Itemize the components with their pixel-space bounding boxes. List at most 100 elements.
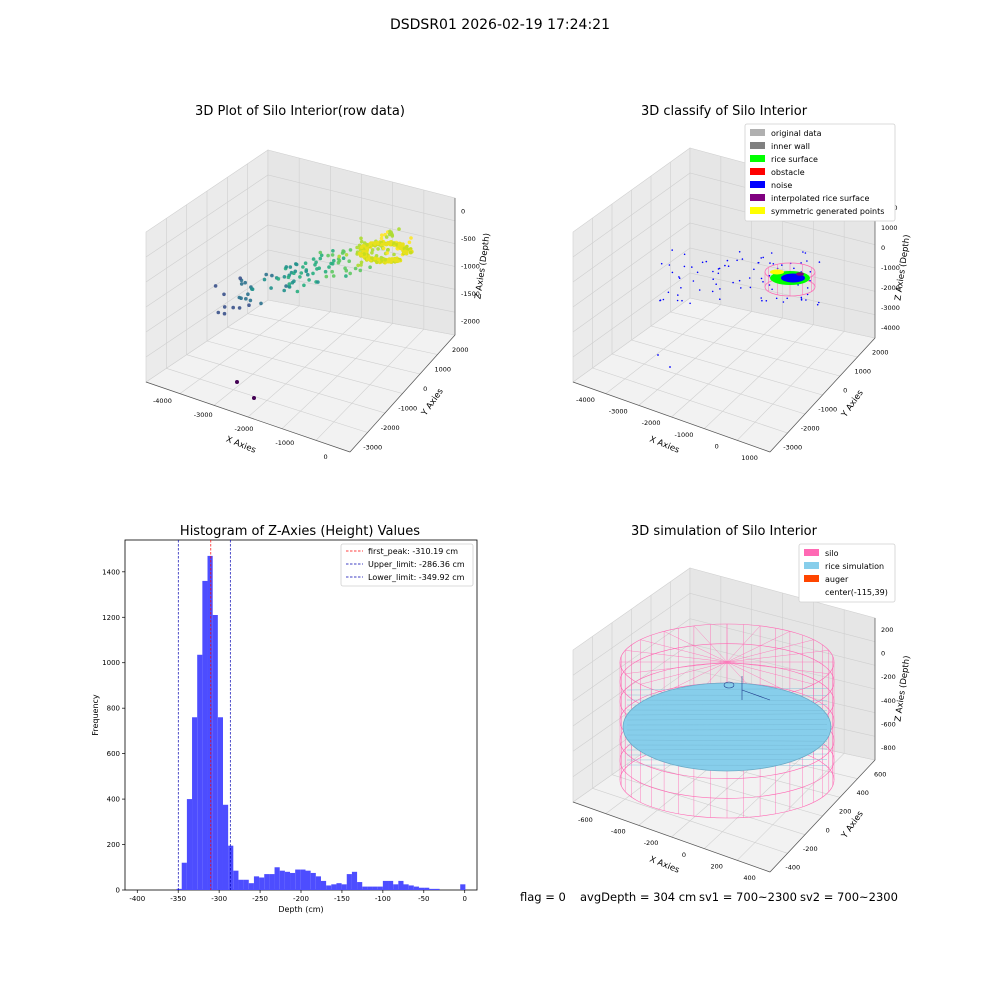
plot1-point — [365, 246, 369, 251]
plot2-noise-point — [769, 262, 771, 264]
plot2-z-tick-label: -2000 — [881, 284, 900, 292]
plot1-point — [286, 275, 291, 280]
plot1-point — [246, 292, 250, 297]
histogram-bar — [393, 884, 399, 890]
plot1-x-axis-line — [145, 381, 351, 453]
plot1-point — [365, 257, 370, 261]
plot2-noise-point — [772, 263, 775, 265]
plot4-x-tick-label: -400 — [611, 828, 626, 836]
plot2-noise-point — [717, 268, 720, 270]
status-avg-depth: avgDepth = 304 cm — [580, 890, 697, 904]
plot2-noise-point — [662, 298, 665, 301]
plot4-y-tick-label: -200 — [803, 845, 818, 853]
plot4-z-tick-label: -400 — [881, 697, 896, 705]
plot4-x-axis-label: X Axies — [648, 855, 681, 876]
histogram-bar — [434, 888, 440, 890]
plot2-noise-point — [800, 296, 803, 299]
plot1-point — [368, 265, 372, 270]
histogram-bar — [264, 874, 270, 890]
plot1-point — [373, 256, 377, 261]
plot2-noise-cluster — [781, 273, 805, 283]
plot1-point — [386, 247, 390, 252]
plot1-grid — [315, 328, 425, 441]
plot4-title: 3D simulation of Silo Interior — [631, 524, 817, 539]
plot1-point — [282, 288, 287, 293]
status-sv2: sv2 = 700~2300 — [800, 890, 898, 904]
histogram-bar — [181, 862, 187, 890]
plot1-point — [331, 274, 336, 278]
histogram-bar — [202, 580, 208, 890]
histogram-bar — [192, 717, 198, 890]
plot1-point — [385, 251, 390, 255]
plot1-point — [243, 280, 247, 285]
plot2-noise-point — [660, 262, 663, 265]
plot2-noise-point — [749, 286, 752, 289]
plot1-point — [318, 256, 323, 261]
histogram-y-tick-label: 400 — [107, 796, 120, 804]
histogram-bar — [372, 886, 378, 890]
plot2-noise-point — [698, 289, 701, 291]
histogram-x-tick-label: 0 — [462, 895, 466, 903]
plot4-z-tick-label: -600 — [881, 721, 896, 729]
histogram-x-tick-label: -300 — [211, 895, 227, 903]
plot2-noise-point — [800, 299, 803, 301]
plot1-point — [311, 271, 315, 276]
histogram-bar — [403, 884, 409, 890]
histogram-bar — [253, 876, 260, 890]
histogram-bar — [233, 870, 239, 890]
plot4-silo-roof — [726, 639, 814, 663]
histogram-title: Histogram of Z-Axies (Height) Values — [179, 524, 421, 539]
plot4-z-axis-label: Z Axies (Depth) — [893, 655, 912, 722]
plot2-legend — [744, 123, 896, 222]
plot1-point — [396, 259, 401, 263]
plot1-point — [304, 269, 309, 274]
plot2-noise-point — [738, 279, 741, 282]
plot1-point — [323, 269, 328, 274]
plot1-x-tick-label: -3000 — [194, 411, 213, 419]
plot1-point — [262, 277, 267, 282]
plot2-noise-point — [678, 276, 680, 278]
histogram-y-tick-label: 600 — [107, 750, 120, 758]
plot2-y-tick-label: -1000 — [818, 406, 837, 414]
plot2-noise-point — [681, 299, 683, 302]
plot2-legend-swatch — [750, 129, 765, 136]
plot1-point — [370, 256, 374, 260]
plot4-legend — [798, 543, 896, 603]
plot4-silo-roof — [726, 661, 829, 674]
histogram-bar — [377, 886, 383, 890]
plot4-rice-mesh — [626, 759, 828, 761]
plot1-point — [376, 247, 380, 251]
histogram-bar — [222, 804, 229, 890]
plot1-y-tick-label: -1000 — [398, 404, 417, 412]
plot2-legend-swatch — [750, 168, 765, 175]
plot1-x-axis-label: X Axies — [224, 435, 257, 456]
plot1-z-tick-label: -500 — [461, 235, 476, 243]
plot1-z-tick-label: 0 — [461, 208, 465, 216]
plot2-legend-label: noise — [771, 181, 792, 190]
histogram-y-axis-label: Frequency — [91, 694, 100, 736]
histogram-y-tick-label: 200 — [107, 841, 120, 849]
plot2-z-tick-label: -1000 — [881, 264, 900, 272]
histogram-bar — [217, 717, 223, 890]
plot2-noise-point — [692, 280, 695, 282]
histogram-y-tick-label: 1200 — [102, 614, 120, 622]
histogram-bar — [362, 886, 368, 890]
plot1-point — [403, 249, 408, 254]
plot4-y-tick-label: -400 — [785, 864, 800, 872]
histogram-bar — [346, 874, 352, 890]
plot2-legend-label: interpolated rice surface — [771, 194, 869, 203]
plot1-point — [359, 239, 364, 244]
histogram-x-tick-label: -100 — [375, 895, 391, 903]
plot2-noise-point — [719, 298, 721, 301]
histogram-bar — [418, 887, 425, 890]
plot4-legend-label: auger — [825, 575, 849, 584]
plot1-point — [294, 262, 299, 267]
plot4-x-axis-line — [572, 801, 771, 873]
plot1-point — [341, 256, 346, 261]
histogram-bar — [290, 872, 296, 890]
plot2-x-tick-label: -4000 — [576, 396, 595, 404]
histogram-bar — [212, 615, 218, 890]
plot4-silo-roof — [726, 661, 814, 685]
histogram-bar — [310, 872, 316, 890]
plot1-point — [375, 260, 379, 265]
